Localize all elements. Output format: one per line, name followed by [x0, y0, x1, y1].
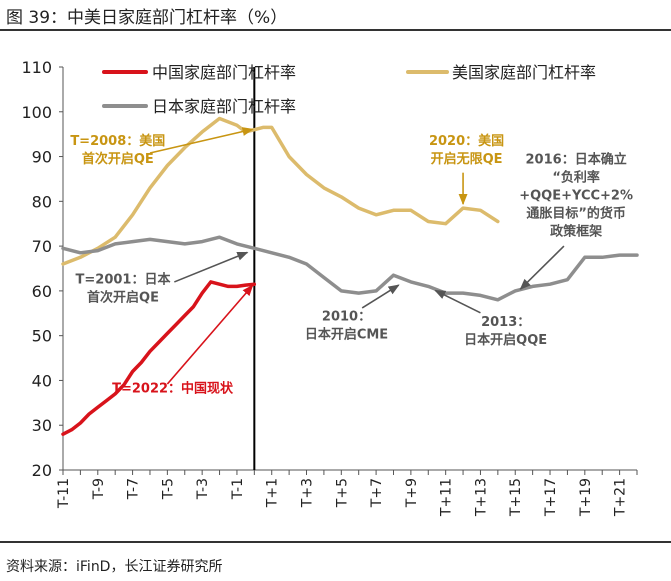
- y-tick-label: 20: [32, 461, 52, 480]
- figure-title: 图 39：中美日家庭部门杠杆率（%）: [6, 8, 288, 28]
- annotation-label: 2010：: [322, 309, 371, 324]
- x-tick-label: T-5: [160, 478, 176, 500]
- annotation-arrow: [434, 289, 481, 314]
- annotation-label: 政策框架: [550, 224, 602, 240]
- series-line: [61, 280, 257, 436]
- y-tick-label: 110: [21, 58, 52, 77]
- annotation-label: 2013：: [481, 315, 530, 330]
- x-tick-label: T-7: [126, 478, 142, 500]
- x-tick-label: T+3: [300, 478, 316, 508]
- source-note: 资料来源：iFinD，长江证券研究所: [6, 559, 223, 575]
- annotation-label: T=2001：日本: [76, 272, 171, 288]
- y-tick-label: 80: [32, 192, 52, 211]
- annotation-label: T=2022：中国现状: [112, 381, 234, 397]
- y-tick-label: 100: [21, 103, 52, 122]
- y-tick-label: 40: [32, 371, 52, 390]
- y-tick-label: 90: [32, 148, 52, 167]
- series-line: [61, 116, 500, 266]
- annotation-label: 日本开启CME: [305, 326, 388, 342]
- y-tick-label: 70: [32, 237, 52, 256]
- x-tick-label: T+21: [613, 478, 629, 517]
- annotation-label: 2016：日本确立: [526, 152, 627, 168]
- x-tick-label: T+5: [334, 478, 350, 508]
- annotation-arrow: [174, 251, 249, 283]
- x-tick-label: T+19: [578, 478, 594, 517]
- series-line: [61, 235, 639, 302]
- annotation-layer: T=2022：中国现状T=2008：美国首次开启QE2020：美国开启无限QET…: [70, 127, 633, 397]
- annotation-label: 首次开启QE: [87, 290, 159, 306]
- top-rule: [0, 29, 671, 31]
- x-tick-label: T-11: [56, 478, 72, 509]
- legend-label: 日本家庭部门杠杆率: [152, 97, 296, 116]
- x-tick-label: T-9: [91, 478, 107, 500]
- y-tick-label: 60: [32, 282, 52, 301]
- annotation-arrow: [149, 127, 254, 154]
- x-tick-label: T+7: [369, 478, 385, 508]
- bottom-rule: [0, 541, 671, 543]
- legend-label: 美国家庭部门杠杆率: [452, 63, 596, 82]
- annotation-label: 通胀目标”的货币: [526, 206, 626, 222]
- x-tick-label: T-1: [230, 478, 246, 500]
- annotation-label: T=2008：美国: [70, 133, 165, 149]
- annotation-arrow: [166, 284, 254, 385]
- annotation-arrow: [361, 284, 400, 309]
- series-layer: [61, 116, 639, 436]
- x-tick-label: T+15: [508, 478, 524, 517]
- line-chart: 20 30 40 50 60 70 80 90 100 110 T-11 T-9 T-7 T-5 T-3 T-…: [21, 58, 639, 517]
- legend-label: 中国家庭部门杠杆率: [152, 63, 296, 82]
- y-tick-label: 50: [32, 327, 52, 346]
- x-tick-label: T+1: [265, 478, 281, 508]
- annotation-label: 日本开启QQE: [464, 332, 547, 348]
- x-tick-label: T-3: [195, 478, 211, 500]
- annotation-label: 2020：美国: [429, 133, 504, 149]
- x-tick-label: T+11: [439, 478, 455, 517]
- annotation-label: +QQE+YCC+2%: [519, 189, 633, 204]
- annotation-arrow: [519, 245, 565, 290]
- y-tick-label: 30: [32, 416, 52, 435]
- annotation-label: “负利率: [552, 170, 600, 186]
- annotation-label: 开启无限QE: [431, 151, 503, 167]
- x-tick-label: T+9: [404, 478, 420, 508]
- axes-layer: 20 30 40 50 60 70 80 90 100 110 T-11 T-9 T-7 T-5 T-3 T-…: [21, 58, 638, 517]
- x-tick-label: T+13: [473, 478, 489, 517]
- annotation-label: 首次开启QE: [82, 151, 154, 167]
- x-tick-label: T+17: [543, 478, 559, 517]
